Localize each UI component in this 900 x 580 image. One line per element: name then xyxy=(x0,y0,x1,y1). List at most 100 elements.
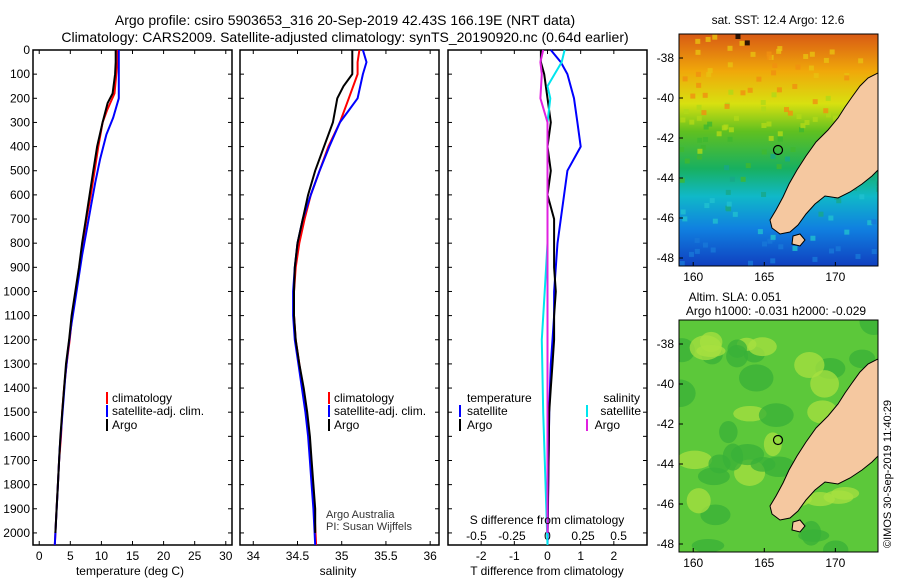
x-tick-label: 1 xyxy=(577,549,584,563)
title-line-2: Climatology: CARS2009. Satellite-adjuste… xyxy=(61,29,628,45)
sst-pixel xyxy=(701,110,707,116)
x-tick-label: 0 xyxy=(544,549,551,563)
x-tick-label: 0 xyxy=(36,549,43,563)
sst-pixel xyxy=(871,219,877,225)
sst-pixel xyxy=(766,121,772,127)
salinity-frame xyxy=(239,49,440,546)
sst-pixel xyxy=(829,248,835,254)
depth-tick-label: 1300 xyxy=(3,357,30,371)
sst-pixel xyxy=(777,136,783,142)
difference-legend: temperature satellite Argo salinity sate… xyxy=(459,391,641,432)
map-x-tick-label: 165 xyxy=(754,556,774,570)
s-tick-label: 0.25 xyxy=(571,529,595,543)
sla-blob xyxy=(691,539,725,552)
pi-annotation: PI: Susan Wijffels xyxy=(326,521,412,533)
depth-tick-label: 500 xyxy=(10,164,30,178)
sla-blob xyxy=(700,504,731,526)
sst-pixel xyxy=(700,144,706,150)
sst-pixel xyxy=(826,112,832,118)
sst-map-ticks: 160 165 170 -38 -40 -42 -44 -46 -48 xyxy=(657,51,846,284)
difference-series xyxy=(539,49,582,546)
x-tick-label: 25 xyxy=(188,549,202,563)
sla-blob xyxy=(686,488,711,514)
sst-pixel xyxy=(813,73,819,79)
sst-pixel xyxy=(761,122,767,128)
sst-pixel xyxy=(760,99,766,105)
map-y-tick-label: -44 xyxy=(657,457,675,471)
sst-pixel xyxy=(792,245,798,251)
sst-pixel xyxy=(836,198,842,204)
sst-pixel xyxy=(709,198,715,204)
sst-pixel xyxy=(733,115,739,121)
x-tick-label: 10 xyxy=(95,549,109,563)
sst-pixel xyxy=(787,110,793,116)
x-tick-label: 30 xyxy=(219,549,233,563)
sst-pixel xyxy=(710,247,716,253)
legend-label-satellite: satellite-adj. clim. xyxy=(334,404,426,418)
s-tick-label: 0.5 xyxy=(610,529,627,543)
sst-pixel xyxy=(726,201,732,207)
new-zealand-land xyxy=(769,358,878,521)
sst-pixel xyxy=(747,87,753,93)
sst-pixel xyxy=(761,106,767,112)
sst-pixel xyxy=(770,234,776,240)
sst-pixel xyxy=(777,46,783,52)
sst-pixel xyxy=(798,127,804,133)
sst-pixel xyxy=(728,89,734,95)
sla-map-title: Altim. SLA: 0.051 xyxy=(689,290,782,304)
x-tick-label: 2 xyxy=(610,549,617,563)
sla-blob xyxy=(679,450,713,470)
legend-label-t-satellite: satellite xyxy=(467,404,508,418)
sst-pixel xyxy=(771,92,777,98)
sst-pixel xyxy=(871,249,877,255)
depth-tick-label: 2000 xyxy=(3,526,30,540)
depth-tick-label: 0 xyxy=(23,43,30,57)
sst-pixel xyxy=(859,194,865,200)
depth-tick-label: 800 xyxy=(10,236,30,250)
sst-pixel xyxy=(812,99,818,105)
map-y-tick-label: -42 xyxy=(657,417,675,431)
imos-credit: ©IMOS 30-Sep-2019 11:40:29 xyxy=(882,400,894,548)
sst-pixel xyxy=(682,76,688,82)
sst-pixel xyxy=(772,63,778,69)
legend-label-s-argo: Argo xyxy=(595,418,621,432)
sst-pixel xyxy=(696,115,702,121)
sst-pixel xyxy=(776,164,782,170)
sst-pixel xyxy=(682,216,688,222)
sst-pixel xyxy=(727,136,733,142)
x-tick-label: -1 xyxy=(509,549,520,563)
temperature-legend: climatology satellite-adj. clim. Argo xyxy=(106,391,204,432)
series-line-t-satellite xyxy=(546,49,582,546)
depth-tick-label: 100 xyxy=(10,67,30,81)
sla-blob xyxy=(733,405,767,422)
x-tick-label: 36 xyxy=(423,549,437,563)
sst-pixel xyxy=(727,45,733,51)
depth-tick-label: 400 xyxy=(10,140,30,154)
map-y-tick-label: -40 xyxy=(657,377,675,391)
legend-label-climatology: climatology xyxy=(334,391,394,405)
series-line-t-argo xyxy=(539,50,557,533)
sst-map-title: sat. SST: 12.4 Argo: 12.6 xyxy=(712,13,845,27)
sst-pixel xyxy=(778,244,784,250)
sst-pixel xyxy=(697,148,703,154)
depth-tick-label: 1500 xyxy=(3,405,30,419)
sst-pixel xyxy=(689,119,695,125)
sst-pixel xyxy=(825,95,831,101)
x-tick-label: 5 xyxy=(67,549,74,563)
sla-blob xyxy=(719,420,738,444)
sst-pixel xyxy=(683,109,689,115)
sst-pixel xyxy=(876,186,878,192)
sla-blob xyxy=(747,337,777,357)
sst-pixel xyxy=(729,176,735,182)
map-y-tick-label: -38 xyxy=(657,51,675,65)
legend-label-climatology: climatology xyxy=(112,391,172,405)
sst-pixel xyxy=(796,114,802,120)
sst-pixel xyxy=(867,220,873,226)
sst-pixel xyxy=(823,57,829,63)
depth-axis-ticks: 0 100 200 300 400 500 600 700 800 900 1000 1100 1200… xyxy=(3,43,232,540)
sla-map-ticks: 160 165 170 -38 -40 -42 -44 -46 -48 xyxy=(657,337,846,570)
depth-tick-label: 700 xyxy=(10,212,30,226)
sst-pixel xyxy=(745,163,751,169)
sst-pixel xyxy=(712,218,718,224)
salinity-series xyxy=(292,49,368,546)
